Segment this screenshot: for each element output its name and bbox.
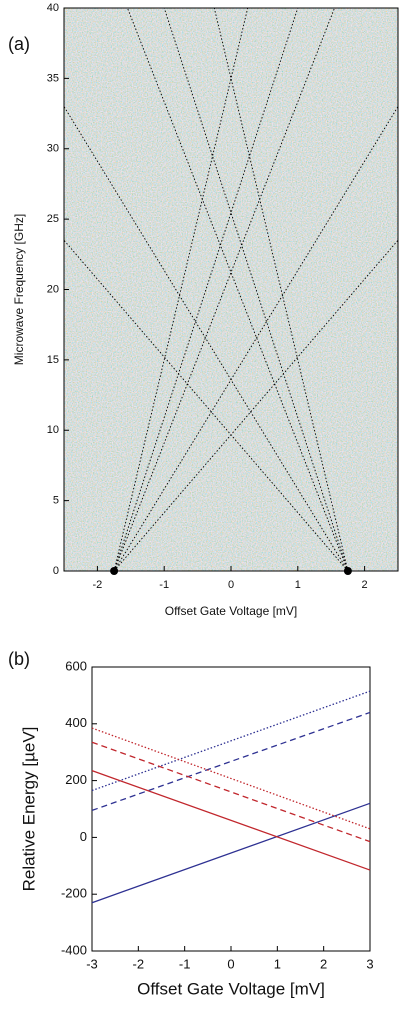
y-tick-label: 30 bbox=[47, 143, 59, 155]
y-tick-label: 20 bbox=[47, 283, 59, 295]
x-tick-label: 0 bbox=[227, 956, 234, 971]
series-line bbox=[91, 770, 371, 871]
heatmap-noise bbox=[64, 8, 398, 571]
series-line bbox=[163, 7, 349, 572]
series-line bbox=[91, 690, 371, 792]
y-axis-label: Microwave Frequency [GHz] bbox=[12, 214, 26, 365]
x-tick-label: 3 bbox=[366, 956, 373, 971]
x-axis-label: Offset Gate Voltage [mV] bbox=[165, 604, 298, 618]
panel-label: (b) bbox=[8, 649, 30, 669]
series-line bbox=[113, 239, 399, 572]
x-tick-label: -3 bbox=[86, 956, 98, 971]
x-tick-label: 1 bbox=[295, 579, 301, 591]
x-tick-label: 2 bbox=[362, 579, 368, 591]
series-line bbox=[127, 7, 349, 572]
y-tick-label: 40 bbox=[47, 2, 59, 14]
series-line bbox=[113, 7, 335, 572]
y-tick-label: 15 bbox=[47, 354, 59, 366]
point-marker bbox=[343, 567, 352, 575]
x-tick-label: -2 bbox=[133, 956, 145, 971]
y-axis-label: Relative Energy [µeV] bbox=[19, 727, 38, 892]
x-tick-label: 0 bbox=[228, 579, 234, 591]
y-tick-label: 0 bbox=[53, 565, 59, 577]
x-tick-label: 1 bbox=[274, 956, 281, 971]
series-line bbox=[63, 239, 349, 572]
x-tick-label: -1 bbox=[179, 956, 191, 971]
y-tick-label: 0 bbox=[80, 829, 87, 844]
plot-frame bbox=[91, 666, 371, 952]
x-tick-label: -2 bbox=[93, 579, 103, 591]
y-tick-label: 5 bbox=[53, 495, 59, 507]
x-axis-label: Offset Gate Voltage [mV] bbox=[137, 979, 325, 998]
x-tick-label: -1 bbox=[159, 579, 169, 591]
x-tick-label: 2 bbox=[320, 956, 327, 971]
y-tick-label: 400 bbox=[65, 715, 87, 730]
y-tick-label: 200 bbox=[65, 772, 87, 787]
panel-label: (a) bbox=[8, 34, 30, 54]
y-tick-label: 600 bbox=[65, 658, 87, 673]
series-line bbox=[91, 711, 371, 812]
y-tick-label: -200 bbox=[61, 886, 87, 901]
series-line bbox=[91, 802, 371, 904]
point-marker bbox=[110, 567, 119, 575]
y-tick-label: -400 bbox=[61, 942, 87, 957]
y-tick-label: 25 bbox=[47, 213, 59, 225]
series-line bbox=[91, 741, 371, 843]
y-tick-label: 35 bbox=[47, 72, 59, 84]
y-tick-label: 10 bbox=[47, 424, 59, 436]
series-line bbox=[91, 727, 371, 830]
series-line bbox=[113, 7, 299, 572]
